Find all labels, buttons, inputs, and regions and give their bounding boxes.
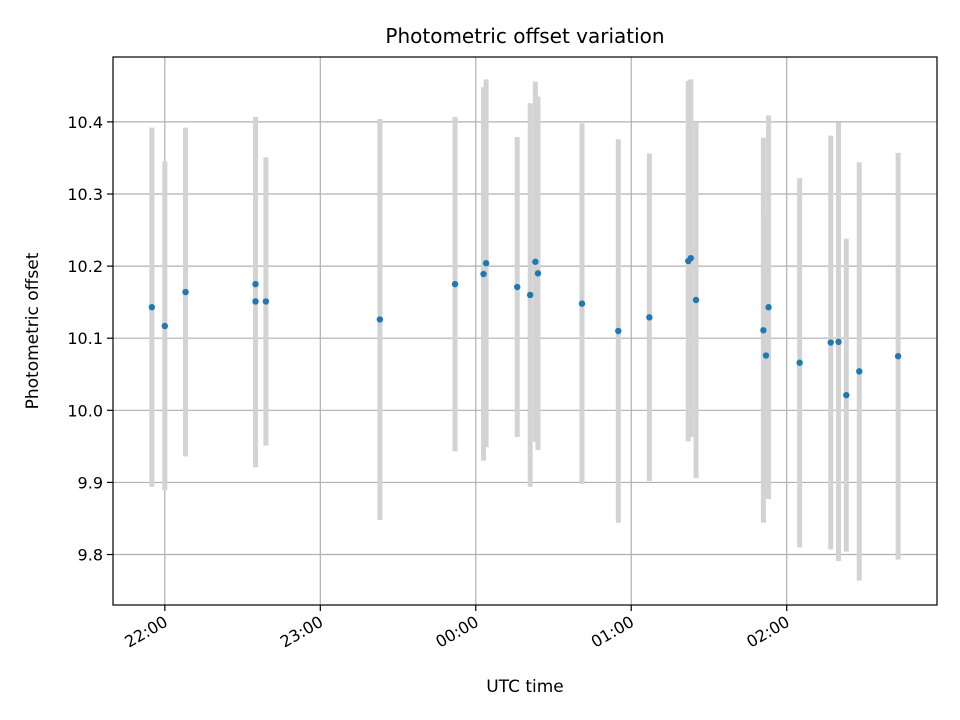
y-axis-label: Photometric offset: [23, 252, 43, 409]
plot-area: [113, 57, 937, 605]
chart-title: Photometric offset variation: [385, 24, 664, 48]
y-tick-label: 10.2: [67, 257, 103, 276]
data-point: [843, 391, 850, 399]
data-point: [161, 322, 169, 330]
data-points: [148, 254, 902, 399]
data-point: [578, 300, 586, 307]
y-tick-label: 10.1: [67, 329, 103, 348]
x-axis-label: UTC time: [486, 677, 564, 697]
y-axis-ticks: 9.8 9.9 10.0 10.1 10.2 10.3 10.4: [67, 113, 113, 565]
data-point: [182, 288, 189, 296]
data-point: [765, 304, 772, 311]
data-point: [480, 270, 487, 278]
y-tick-label: 10.0: [67, 401, 103, 420]
data-point: [532, 258, 539, 265]
data-point: [514, 283, 521, 291]
data-point: [482, 260, 490, 267]
data-point: [376, 316, 384, 323]
data-point: [894, 353, 902, 360]
data-point: [796, 359, 803, 366]
data-point: [252, 280, 259, 288]
data-point: [856, 368, 863, 375]
plot-frame: [112, 56, 938, 606]
y-tick-label: 10.4: [67, 113, 103, 132]
y-tick-label: 10.3: [67, 185, 103, 204]
y-tick-label: 9.8: [78, 546, 103, 565]
data-point: [615, 327, 622, 335]
data-point: [262, 298, 270, 305]
data-point: [692, 296, 700, 304]
data-point: [827, 339, 834, 346]
data-point: [835, 338, 842, 346]
data-point: [148, 304, 156, 311]
y-tick-label: 9.9: [78, 473, 103, 492]
data-point: [451, 280, 459, 288]
data-point: [526, 291, 534, 299]
data-point: [646, 314, 653, 321]
data-point: [760, 327, 767, 334]
data-point: [687, 254, 695, 262]
data-point: [534, 270, 542, 277]
data-point: [252, 298, 259, 305]
data-point: [762, 352, 770, 359]
